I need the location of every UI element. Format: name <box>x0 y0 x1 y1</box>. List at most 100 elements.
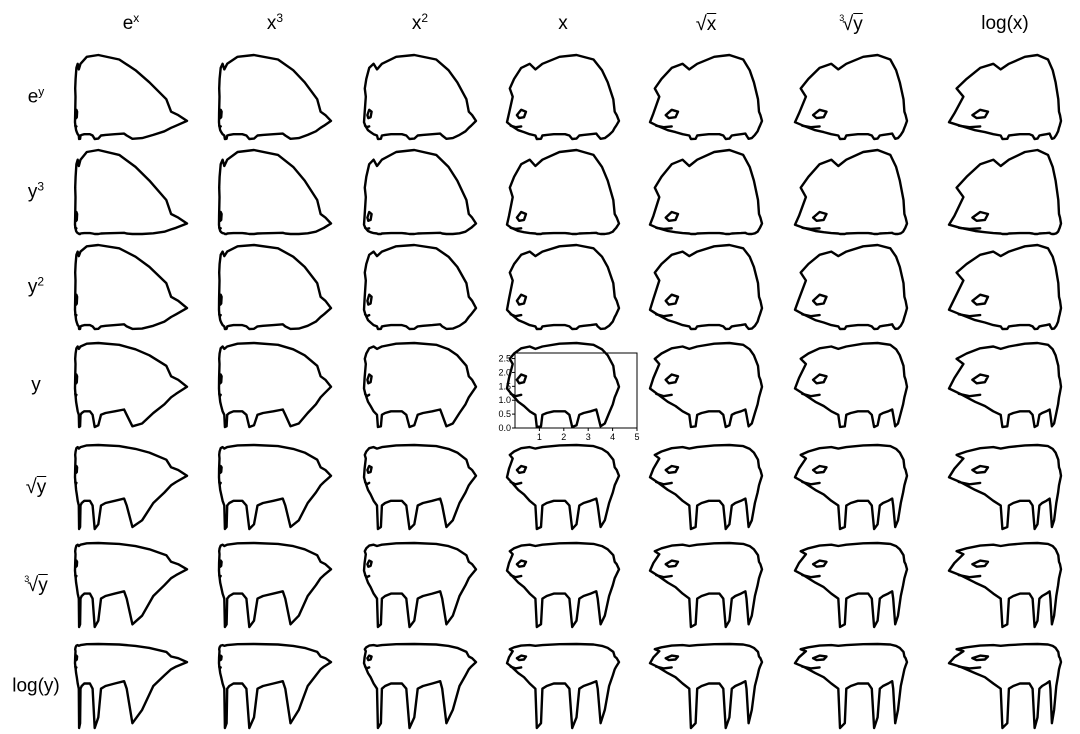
figure-mouth <box>74 665 78 670</box>
figure-mouth <box>957 573 982 579</box>
plot-cell-r7-c2 <box>217 642 333 730</box>
figure-eye <box>811 373 828 385</box>
figure-outline <box>217 53 333 141</box>
figure-mouth <box>957 392 982 398</box>
figure-eye <box>811 654 828 662</box>
figure-outline <box>362 53 478 141</box>
plot-cell-r4-c1 <box>73 341 189 429</box>
figure-mouth <box>509 573 523 579</box>
plot-cell-r2-c2 <box>217 148 333 236</box>
figure-outline <box>793 541 909 629</box>
figure-eye <box>218 654 223 662</box>
figure-outline <box>505 243 621 331</box>
figure-mouth <box>957 665 982 670</box>
figure-eye <box>366 373 373 385</box>
figure-outline <box>362 243 478 331</box>
figure-eye <box>218 210 223 223</box>
figure-eye <box>218 559 223 568</box>
figure-mouth <box>363 480 371 486</box>
column-label-7: log(x) <box>981 13 1029 34</box>
figure-mouth <box>801 665 821 670</box>
figure-eye <box>811 293 828 306</box>
plot-cell-r2-c3 <box>362 148 478 236</box>
figure-mouth <box>509 124 523 129</box>
figure-mouth <box>801 392 821 398</box>
plot-cell-r1-c1 <box>73 53 189 141</box>
figure-mouth <box>363 573 371 579</box>
center-axes: 1 2 3 4 5 0.0 0.5 1.0 1.5 2.0 2.5 <box>498 352 640 442</box>
plot-cell-r7-c3 <box>362 642 478 730</box>
y-tick-label: 1.0 <box>498 395 511 405</box>
figure-mouth <box>957 480 982 486</box>
figure-outline <box>648 443 764 531</box>
figure-outline <box>947 243 1063 331</box>
figure-outline <box>793 148 909 236</box>
plot-cell-r7-c7 <box>947 642 1063 730</box>
y-tick-label: 1.5 <box>498 381 511 391</box>
figure-outline <box>73 541 189 629</box>
figure-mouth <box>218 480 222 486</box>
figure-eye <box>74 210 79 223</box>
figure-eye <box>811 559 828 568</box>
figure-outline <box>73 53 189 141</box>
figure-eye <box>515 654 528 662</box>
figure-eye <box>971 373 990 385</box>
figure-mouth <box>509 226 523 231</box>
figure-eye <box>366 464 373 474</box>
figure-mouth <box>74 480 78 486</box>
plot-cell-r7-c1 <box>73 642 189 730</box>
figure-eye <box>515 108 528 120</box>
figure-outline <box>362 341 478 429</box>
figure-eye <box>74 654 79 662</box>
figure-mouth <box>801 480 821 486</box>
figure-outline <box>947 642 1063 730</box>
x-tick-label: 2 <box>561 432 566 442</box>
figure-outline <box>217 642 333 730</box>
figure-eye <box>664 108 680 120</box>
figure-outline <box>217 148 333 236</box>
row-label-4: y <box>31 374 41 396</box>
plot-cell-r5-c5 <box>648 443 764 531</box>
plot-cell-r7-c4 <box>505 642 621 730</box>
plot-cell-r1-c7 <box>947 53 1063 141</box>
figure-eye <box>366 293 373 306</box>
figure-outline <box>505 541 621 629</box>
figure-outline <box>73 148 189 236</box>
figure-outline <box>648 541 764 629</box>
plot-cell-r4-c7 <box>947 341 1063 429</box>
plot-cell-r1-c3 <box>362 53 478 141</box>
plot-cell-r4-c3 <box>362 341 478 429</box>
plot-cell-r5-c1 <box>73 443 189 531</box>
plot-cell-r6-c3 <box>362 541 478 629</box>
plot-cell-r6-c4 <box>505 541 621 629</box>
figure-outline <box>793 243 909 331</box>
plot-cell-r5-c4 <box>505 443 621 531</box>
plot-cell-r1-c5 <box>648 53 764 141</box>
figure-outline <box>505 53 621 141</box>
plot-cell-r4-c2 <box>217 341 333 429</box>
figure-mouth <box>655 480 673 486</box>
figure-eye <box>971 559 990 568</box>
plot-cell-r3-c4 <box>505 243 621 331</box>
figure-outline <box>362 148 478 236</box>
row-label-5: √y <box>25 476 47 498</box>
figure-mouth <box>509 313 523 318</box>
figure-outline <box>73 642 189 730</box>
plot-cell-r1-c2 <box>217 53 333 141</box>
column-label-1: ex <box>122 11 140 34</box>
figure-mouth <box>655 665 673 670</box>
figure-eye <box>664 464 680 474</box>
plot-cell-r3-c7 <box>947 243 1063 331</box>
plot-cell-r7-c5 <box>648 642 764 730</box>
figure-outline <box>947 148 1063 236</box>
figure-outline <box>648 148 764 236</box>
figure-mouth <box>363 392 371 398</box>
figure-mouth <box>957 124 982 129</box>
figure-outline <box>648 341 764 429</box>
figure-mouth <box>218 226 222 231</box>
figure-eye <box>664 373 680 385</box>
column-label-4: x <box>558 13 568 34</box>
plot-cell-r4-c5 <box>648 341 764 429</box>
plot-cell-r1-c6 <box>793 53 909 141</box>
